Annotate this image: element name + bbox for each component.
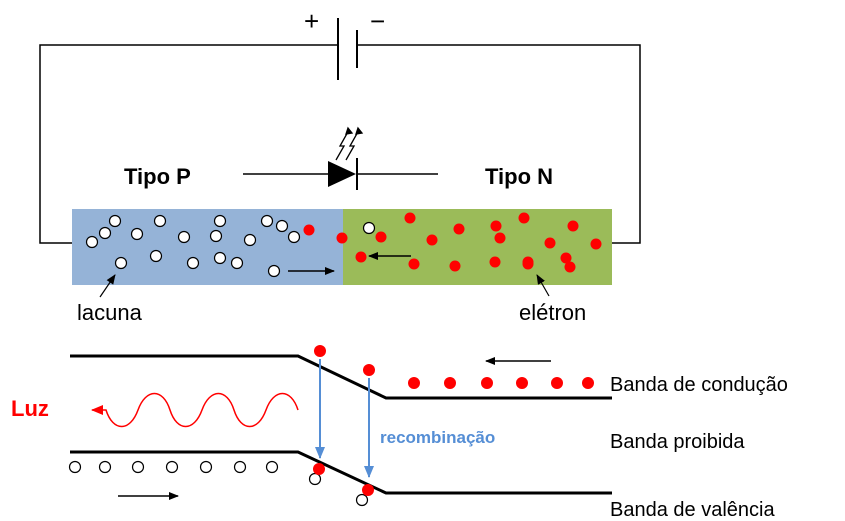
p-type-label: Tipo P: [124, 164, 191, 189]
battery-minus: −: [370, 6, 385, 36]
valence-band-label: Banda de valência: [610, 499, 775, 521]
hole-label: lacuna: [77, 300, 143, 325]
recombination-label: recombinação: [380, 428, 495, 447]
holes-p-region: [85, 214, 376, 278]
electron-label: elétron: [519, 300, 586, 325]
valence-band-line: [70, 450, 612, 495]
n-region: [343, 209, 612, 285]
valence-holes: [68, 460, 369, 507]
battery: + −: [304, 6, 385, 80]
light-emission-arrows-icon: [335, 126, 364, 161]
electron-pointer: [536, 274, 550, 297]
forbidden-band-label: Banda proibida: [610, 431, 745, 453]
conduction-band-line: [70, 354, 612, 400]
light-wave: [91, 392, 299, 428]
led-diode-icon: [243, 158, 438, 190]
hole-pointer: [99, 274, 116, 298]
light-label: Luz: [11, 396, 49, 421]
electrons-n-region: [303, 212, 602, 273]
n-type-label: Tipo N: [485, 164, 553, 189]
conduction-electrons: [314, 345, 594, 389]
circuit-wire: [39, 44, 641, 244]
battery-plus: +: [304, 6, 319, 36]
conduction-band-label: Banda de condução: [610, 374, 788, 396]
recombined-electrons: [313, 463, 374, 496]
